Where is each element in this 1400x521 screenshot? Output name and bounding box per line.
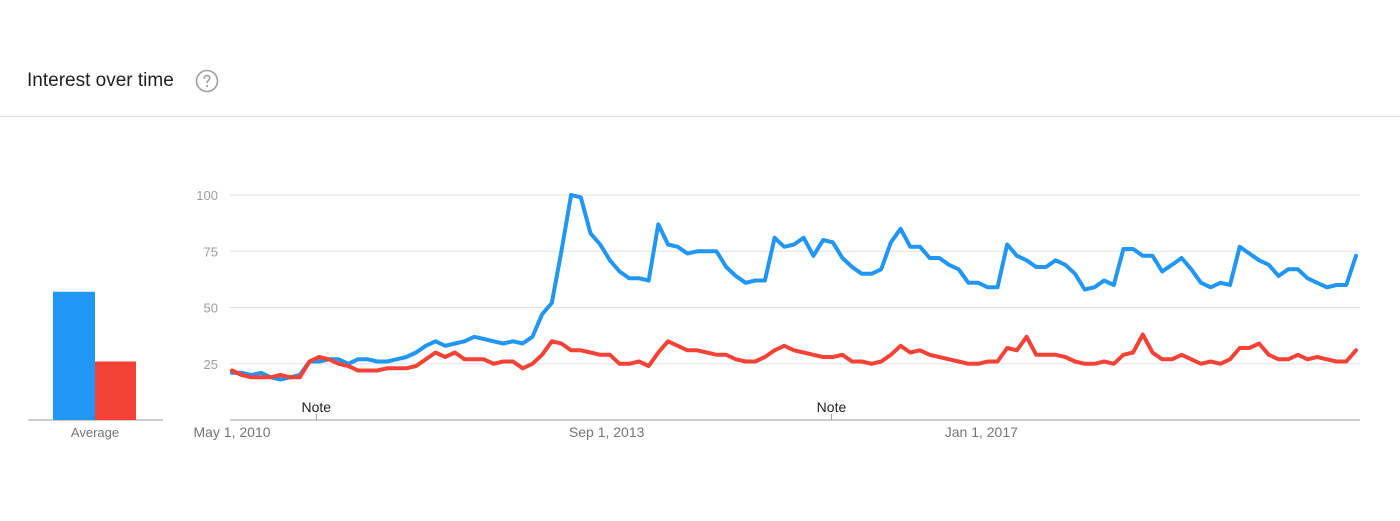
note-label[interactable]: Note: [302, 399, 332, 415]
average-label: Average: [71, 425, 119, 440]
note-label[interactable]: Note: [817, 399, 847, 415]
header: Interest over time: [0, 0, 1400, 117]
y-tick-label: 100: [196, 188, 218, 203]
help-circle-icon[interactable]: [195, 69, 219, 93]
average-bar-series-1[interactable]: [53, 291, 95, 420]
y-tick-label: 50: [204, 301, 218, 316]
series-2-line[interactable]: [230, 332, 1358, 380]
x-tick-label: Jan 1, 2017: [945, 424, 1018, 440]
average-bar-series-2[interactable]: [95, 361, 136, 421]
annotations: Note Note: [302, 399, 847, 420]
chart-title: Interest over time: [27, 70, 174, 91]
series-1-line[interactable]: [230, 193, 1358, 382]
y-axis-ticks: 25 50 75 100: [196, 188, 218, 372]
x-tick-label: May 1, 2010: [193, 424, 270, 440]
y-tick-label: 75: [204, 244, 218, 259]
x-axis-ticks: May 1, 2010 Sep 1, 2013 Jan 1, 2017: [193, 424, 1018, 440]
series-lines: [230, 193, 1358, 382]
average-bar-chart: Average: [28, 291, 163, 440]
y-tick-label: 25: [204, 357, 218, 372]
grid: [230, 194, 1360, 365]
x-tick-label: Sep 1, 2013: [569, 424, 645, 440]
